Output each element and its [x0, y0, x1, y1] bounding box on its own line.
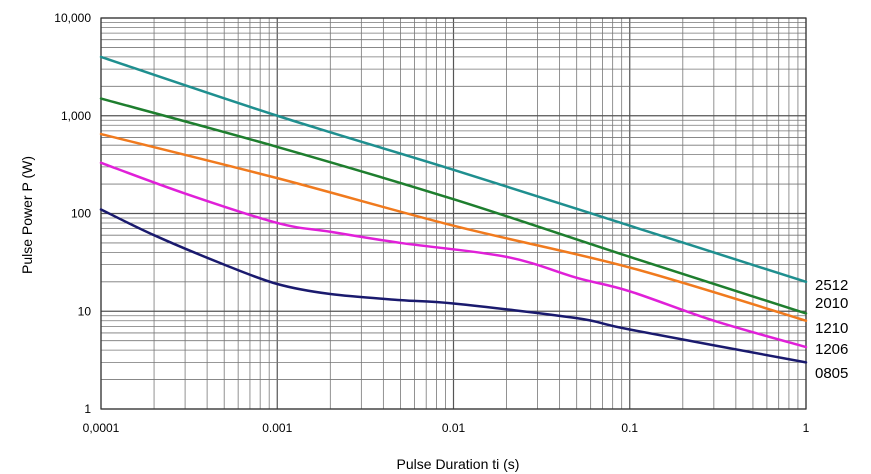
series-label-0805: 0805 [815, 365, 848, 382]
x-tick-label: 0.001 [262, 421, 292, 435]
series-line-1210 [99, 132, 808, 322]
series-lines [99, 55, 808, 364]
plot-frame [100, 17, 807, 410]
series-line-0805 [99, 208, 808, 364]
series-line-1206 [99, 161, 808, 349]
series-line-2010 [99, 97, 808, 315]
x-axis-title: Pulse Duration ti (s) [397, 456, 520, 472]
series-label-1210: 1210 [815, 320, 848, 337]
y-axis-title: Pulse Power P (W) [19, 156, 35, 274]
y-tick-label: 1,000 [61, 109, 91, 123]
series-line-2512 [99, 55, 808, 284]
y-tick-label: 10 [78, 304, 92, 318]
x-tick-label: 0.01 [442, 421, 466, 435]
series-label-2010: 2010 [815, 295, 848, 312]
y-tick-label: 10,000 [54, 11, 91, 25]
tick-labels: 0,0001 0.001 0.01 0.1 1 1 10 100 1,000 10,000 [54, 11, 809, 435]
series-label-2512: 2512 [815, 277, 848, 294]
x-tick-label: 1 [803, 421, 810, 435]
grid [100, 17, 807, 410]
series-label-1206: 1206 [815, 341, 848, 358]
y-tick-label: 100 [71, 207, 91, 221]
x-tick-label: 0.1 [621, 421, 638, 435]
y-tick-label: 1 [84, 402, 91, 416]
x-tick-label: 0,0001 [83, 421, 120, 435]
